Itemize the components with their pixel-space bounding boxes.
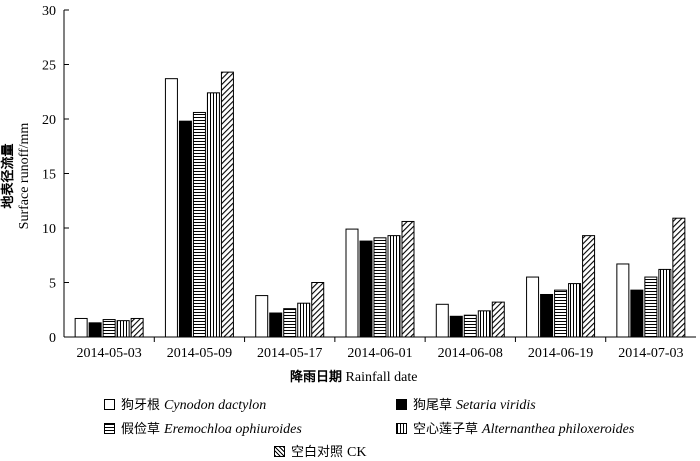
y-tick-label: 20 bbox=[42, 113, 56, 128]
bar bbox=[401, 220, 415, 338]
bar bbox=[644, 276, 658, 338]
x-tick-label: 2014-05-09 bbox=[167, 346, 232, 361]
x-tick-label: 2014-06-19 bbox=[528, 346, 593, 361]
legend-item-control: 空白对照 CK bbox=[274, 441, 366, 461]
x-axis-label: 降雨日期 Rainfall date bbox=[290, 366, 417, 386]
y-tick-label: 0 bbox=[49, 331, 56, 346]
bar bbox=[672, 217, 686, 338]
bar bbox=[526, 276, 540, 338]
bar bbox=[164, 78, 178, 338]
bar bbox=[255, 295, 269, 338]
bar bbox=[463, 314, 477, 338]
y-axis-label: 地表径流量 Surface runoff/mm bbox=[1, 110, 32, 240]
bar bbox=[206, 92, 220, 338]
bar bbox=[616, 263, 630, 338]
bar bbox=[116, 320, 130, 338]
bar bbox=[630, 289, 644, 338]
x-axis-label-en: Rainfall date bbox=[345, 370, 418, 385]
x-tick-label: 2014-05-17 bbox=[257, 346, 322, 361]
bar bbox=[373, 237, 387, 338]
bar bbox=[359, 240, 373, 338]
x-axis-label-cn: 降雨日期 bbox=[290, 370, 343, 385]
y-tick-label: 15 bbox=[42, 168, 56, 183]
bar bbox=[88, 322, 102, 338]
bar bbox=[178, 120, 192, 338]
y-tick-label: 25 bbox=[42, 59, 56, 74]
bar bbox=[283, 308, 297, 338]
legend-item-cynodon: 狗牙根 Cynodon dactylon bbox=[104, 394, 266, 414]
bar bbox=[582, 235, 596, 338]
bar bbox=[102, 319, 116, 338]
y-axis-label-cn: 地表径流量 bbox=[1, 143, 16, 209]
x-tick-label: 2014-07-03 bbox=[618, 346, 683, 361]
y-axis-label-en: Surface runoff/mm bbox=[17, 122, 32, 230]
y-tick-label: 30 bbox=[42, 4, 56, 19]
legend-item-alternanthera: 空心莲子草 Alternanthea philoxeroides bbox=[396, 418, 634, 438]
bar bbox=[435, 303, 449, 338]
legend-item-setaria: 狗尾草 Setaria viridis bbox=[396, 394, 536, 414]
legend-swatch-horizontal bbox=[104, 423, 115, 434]
bar bbox=[74, 317, 88, 338]
bar bbox=[540, 293, 554, 338]
bar bbox=[130, 317, 144, 338]
bar bbox=[568, 283, 582, 338]
bar bbox=[269, 312, 283, 338]
bar bbox=[345, 228, 359, 338]
legend-swatch-vertical bbox=[396, 423, 407, 434]
y-tick-label: 5 bbox=[49, 277, 56, 292]
x-tick-label: 2014-06-01 bbox=[347, 346, 412, 361]
bar bbox=[220, 71, 234, 338]
bar bbox=[658, 268, 672, 338]
bar bbox=[491, 301, 505, 338]
legend-swatch-black bbox=[396, 399, 407, 410]
bar bbox=[192, 111, 206, 338]
x-tick-label: 2014-06-08 bbox=[438, 346, 503, 361]
legend-item-eremochloa: 假俭草 Eremochloa ophiuroides bbox=[104, 418, 302, 438]
legend-swatch-diagonal bbox=[274, 446, 285, 457]
bar bbox=[477, 310, 491, 338]
bar bbox=[554, 289, 568, 338]
y-tick-label: 10 bbox=[42, 222, 56, 237]
bar bbox=[387, 235, 401, 338]
bar bbox=[449, 315, 463, 338]
legend-swatch-white bbox=[104, 399, 115, 410]
x-tick-label: 2014-05-03 bbox=[76, 346, 141, 361]
bar bbox=[311, 282, 325, 338]
bar bbox=[297, 302, 311, 338]
